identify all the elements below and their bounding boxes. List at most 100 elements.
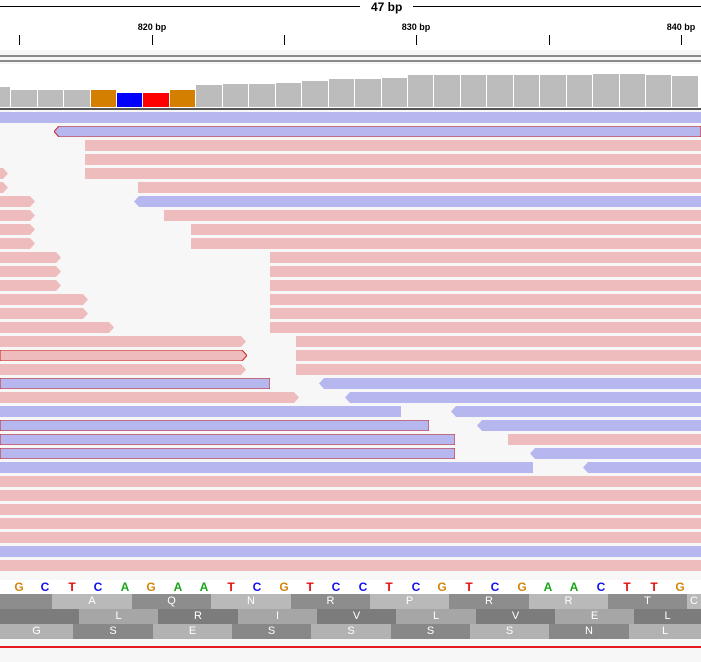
read-forward[interactable] (164, 210, 701, 221)
base-C: C (490, 580, 500, 594)
read-forward[interactable] (0, 322, 114, 333)
read-forward[interactable] (296, 364, 701, 375)
base-C: C (93, 580, 103, 594)
read-forward[interactable] (0, 308, 88, 319)
read-reverse[interactable] (0, 378, 270, 389)
read-reverse[interactable] (319, 378, 701, 389)
read-reverse[interactable] (451, 406, 701, 417)
read-forward[interactable] (0, 476, 701, 487)
read-forward[interactable] (0, 560, 701, 571)
base-G: G (14, 580, 24, 594)
coverage-bar (249, 84, 275, 107)
read-forward[interactable] (0, 196, 35, 207)
read-forward[interactable] (85, 140, 701, 151)
read-forward[interactable] (191, 238, 701, 249)
read-forward[interactable] (0, 504, 701, 515)
read-reverse[interactable] (54, 126, 701, 137)
read-forward[interactable] (270, 280, 701, 291)
read-forward[interactable] (0, 364, 246, 375)
read-reverse[interactable] (0, 420, 429, 431)
read-forward[interactable] (0, 266, 61, 277)
coverage-bar (64, 90, 90, 107)
read-forward[interactable] (270, 266, 701, 277)
read-forward[interactable] (0, 280, 61, 291)
amino-acid (0, 594, 52, 609)
read-forward[interactable] (0, 224, 35, 235)
read-forward[interactable] (0, 238, 35, 249)
read-forward[interactable] (270, 322, 701, 333)
read-reverse[interactable] (0, 406, 401, 417)
read-forward[interactable] (270, 294, 701, 305)
base-G: G (437, 580, 447, 594)
amino-acid: R (158, 609, 238, 624)
amino-acid: P (370, 594, 449, 609)
coverage-bar (276, 83, 301, 107)
ruler-track[interactable]: 47 bp 820 bp 830 bp 840 bp (0, 0, 701, 50)
base-C: C (40, 580, 50, 594)
read-reverse[interactable] (0, 448, 455, 459)
track-divider (0, 108, 701, 110)
coverage-bar (329, 79, 354, 107)
amino-acid: I (238, 609, 317, 624)
tick-mark (19, 35, 20, 45)
tick-label-830: 830 bp (401, 22, 431, 32)
read-forward[interactable] (296, 336, 701, 347)
base-G: G (279, 580, 289, 594)
amino-acid: G (0, 624, 73, 639)
coverage-bar (567, 75, 592, 107)
coverage-track[interactable] (0, 64, 701, 108)
alignment-reads-track[interactable] (0, 110, 701, 576)
coverage-bar (196, 85, 222, 107)
amino-acid: S (311, 624, 391, 639)
base-C: C (252, 580, 262, 594)
coverage-bar (461, 75, 486, 107)
read-reverse[interactable] (134, 196, 701, 207)
amino-acid: S (73, 624, 153, 639)
read-reverse[interactable] (583, 462, 701, 473)
amino-acid: R (529, 594, 608, 609)
read-forward[interactable] (0, 252, 61, 263)
read-forward[interactable] (0, 350, 247, 361)
read-reverse[interactable] (0, 546, 701, 557)
tick-label-820: 820 bp (137, 22, 167, 32)
read-forward[interactable] (0, 182, 8, 193)
read-forward[interactable] (0, 210, 35, 221)
base-C: C (331, 580, 341, 594)
tick-label-840: 840 bp (666, 22, 696, 32)
read-reverse[interactable] (0, 462, 533, 473)
read-forward[interactable] (270, 252, 701, 263)
amino-acid (0, 609, 79, 624)
amino-acid: S (391, 624, 470, 639)
read-reverse[interactable] (345, 392, 701, 403)
read-forward[interactable] (0, 392, 299, 403)
read-forward[interactable] (296, 350, 701, 361)
read-forward[interactable] (191, 224, 701, 235)
coverage-bar (620, 74, 645, 107)
amino-acid: L (634, 609, 701, 624)
base-T: T (623, 580, 631, 594)
base-A: A (543, 580, 553, 594)
read-reverse[interactable] (477, 420, 701, 431)
read-forward[interactable] (0, 518, 701, 529)
read-forward[interactable] (0, 532, 701, 543)
read-forward[interactable] (85, 154, 701, 165)
base-A: A (569, 580, 579, 594)
read-forward[interactable] (508, 434, 701, 445)
read-forward[interactable] (270, 308, 701, 319)
base-T: T (227, 580, 235, 594)
base-G: G (675, 580, 685, 594)
read-reverse[interactable] (530, 448, 701, 459)
read-forward[interactable] (0, 336, 246, 347)
tick-mark (152, 35, 153, 45)
tick-mark (681, 35, 682, 45)
base-C: C (358, 580, 368, 594)
read-forward[interactable] (85, 168, 701, 179)
read-forward[interactable] (0, 168, 8, 179)
read-reverse[interactable] (0, 434, 455, 445)
read-reverse[interactable] (0, 112, 701, 123)
read-forward[interactable] (138, 182, 701, 193)
read-forward[interactable] (0, 490, 701, 501)
read-forward[interactable] (0, 294, 88, 305)
